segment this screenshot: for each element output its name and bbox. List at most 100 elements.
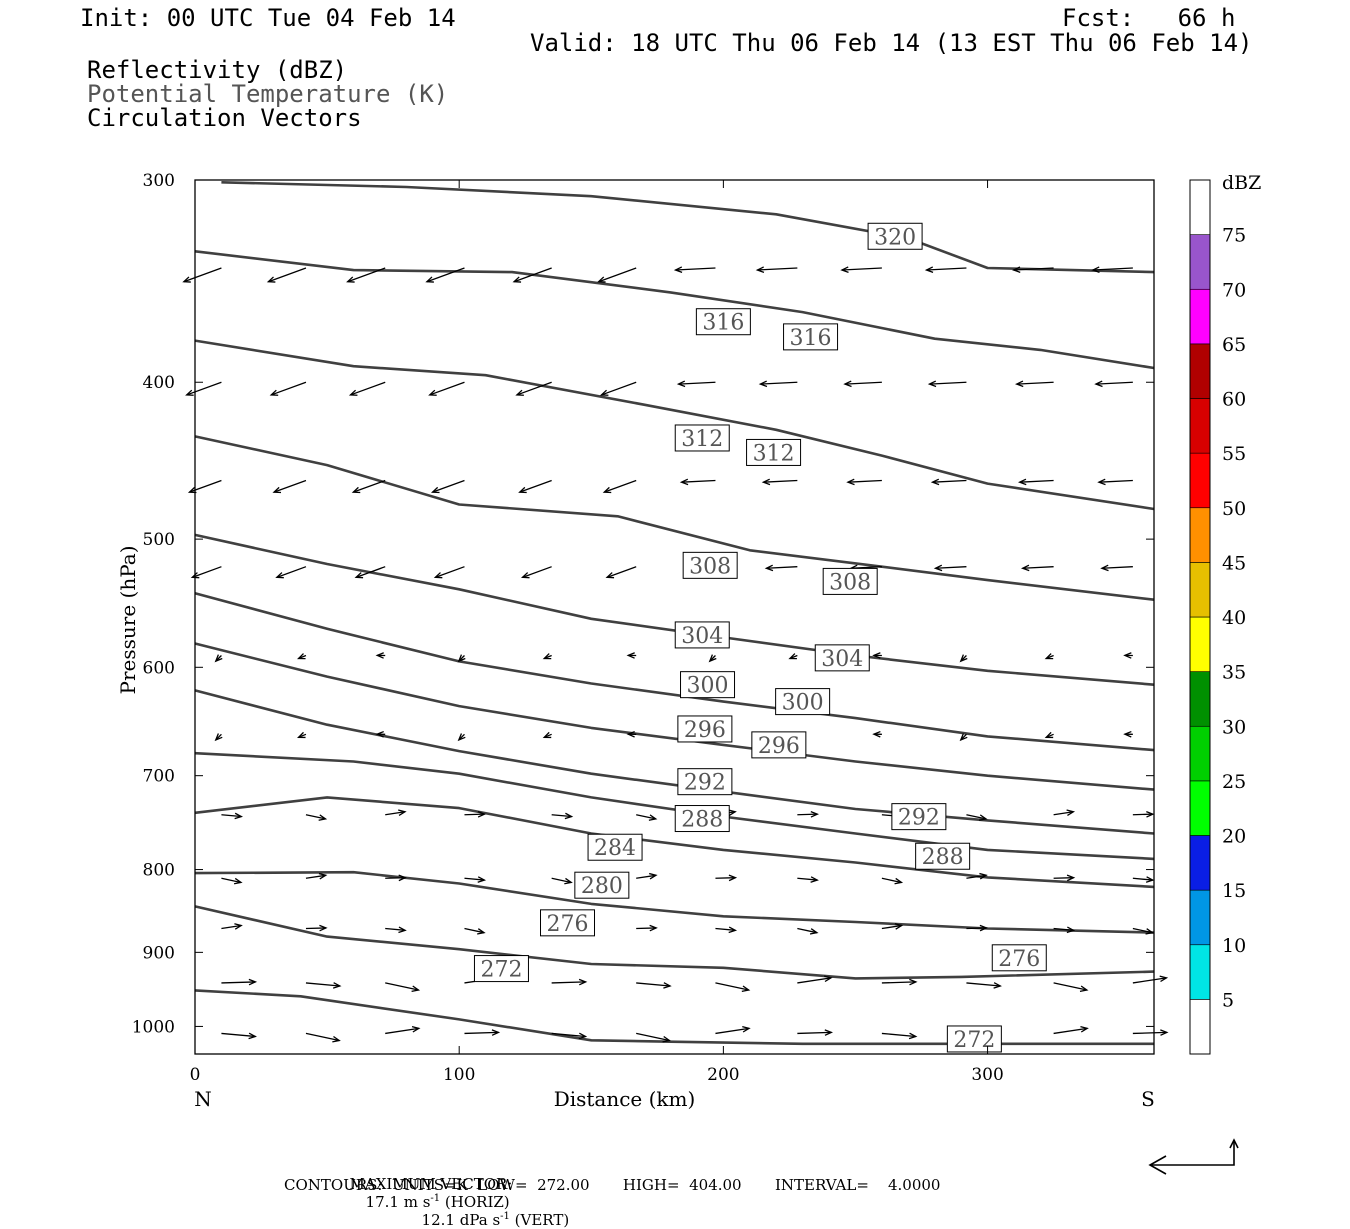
colorbar-swatch xyxy=(1190,781,1210,836)
contour-label-308: 308 xyxy=(823,568,877,595)
contour-labels: 3203163163123123083083043043003002962962… xyxy=(474,223,1046,1053)
contour-label-text: 312 xyxy=(753,441,795,466)
contour-label-272: 272 xyxy=(474,956,528,983)
circulation-vector xyxy=(1023,567,1054,569)
colorbar-label: 5 xyxy=(1222,989,1234,1011)
circulation-vector xyxy=(601,382,636,395)
contour-label-text: 300 xyxy=(782,691,824,716)
north-label: N xyxy=(194,1087,212,1111)
theta-contour-272 xyxy=(195,990,1154,1043)
circulation-vector xyxy=(604,481,636,493)
x-axis-label: Distance (km) xyxy=(554,1087,696,1111)
circulation-vector xyxy=(1020,481,1054,483)
circulation-vector xyxy=(520,481,552,493)
y-tick-label: 800 xyxy=(143,861,175,881)
circulation-vector xyxy=(926,268,966,270)
circulation-vector xyxy=(766,567,797,569)
theta-contour-304 xyxy=(195,535,1154,685)
y-tick-label: 500 xyxy=(143,530,175,550)
circulation-vector xyxy=(599,268,637,282)
colorbar-label: 35 xyxy=(1222,662,1246,684)
contour-label-284: 284 xyxy=(588,834,642,861)
circulation-vector xyxy=(1017,382,1054,384)
circulation-vector xyxy=(350,382,385,395)
theta-contours xyxy=(195,182,1154,1044)
colorbar-label: 15 xyxy=(1222,880,1246,902)
x-tick-label: 300 xyxy=(971,1065,1003,1085)
colorbar-label: 75 xyxy=(1222,225,1246,247)
colorbar-label: 45 xyxy=(1222,552,1246,574)
contour-label-288: 288 xyxy=(675,806,729,833)
plot-frame xyxy=(195,180,1154,1054)
circulation-vector xyxy=(435,567,464,578)
colorbar-swatch xyxy=(1190,836,1210,891)
y-tick-label: 1000 xyxy=(132,1017,175,1037)
circulation-vector xyxy=(274,481,306,493)
x-tick-label: 0 xyxy=(190,1065,201,1085)
contour-label-text: 304 xyxy=(681,624,723,649)
contour-label-304: 304 xyxy=(815,645,869,672)
colorbar-swatch xyxy=(1190,235,1210,290)
circulation-vector xyxy=(1099,481,1133,483)
theta-contour-312 xyxy=(195,341,1154,509)
contour-label-text: 280 xyxy=(581,874,623,899)
circulation-vector xyxy=(356,567,385,578)
colorbar-label: 40 xyxy=(1222,607,1246,629)
colorbar-swatch xyxy=(1190,289,1210,344)
colorbar-unit: dBZ xyxy=(1222,172,1261,194)
y-tick-label: 300 xyxy=(143,171,175,191)
circulation-vector xyxy=(552,982,586,983)
contour-label-312: 312 xyxy=(747,439,801,466)
contour-label-text: 276 xyxy=(547,912,589,937)
contour-label-text: 312 xyxy=(681,427,723,452)
colorbar-swatch xyxy=(1190,180,1210,235)
colorbar-label: 20 xyxy=(1222,826,1246,848)
contour-label-text: 308 xyxy=(829,570,871,595)
colorbar-label: 55 xyxy=(1222,443,1246,465)
contour-label-text: 288 xyxy=(922,845,964,870)
theta-contour-296 xyxy=(195,644,1154,790)
circulation-vector xyxy=(192,567,221,578)
circulation-vector xyxy=(1093,268,1133,270)
circulation-vector xyxy=(353,481,385,493)
circulation-vector xyxy=(675,268,715,270)
contour-label-text: 276 xyxy=(998,947,1040,972)
colorbar-swatch xyxy=(1190,945,1210,1000)
circulation-vector xyxy=(189,481,221,493)
colorbar-label: 25 xyxy=(1222,771,1246,793)
contour-label-text: 300 xyxy=(687,674,729,699)
contour-label-288: 288 xyxy=(916,843,970,870)
y-tick-label: 900 xyxy=(143,943,175,963)
contour-label-296: 296 xyxy=(752,732,806,759)
circulation-vector xyxy=(268,268,306,282)
circulation-vector xyxy=(464,814,484,815)
circulation-vector xyxy=(184,268,222,282)
colorbar-swatch xyxy=(1190,399,1210,454)
colorbar-swatch xyxy=(1190,562,1210,617)
theta-contour-280 xyxy=(195,872,1154,932)
circulation-vector xyxy=(433,481,465,493)
x-tick-label: 200 xyxy=(707,1065,739,1085)
colorbar-swatch xyxy=(1190,453,1210,508)
theta-contour-308 xyxy=(195,436,1154,599)
circulation-vector xyxy=(935,567,966,569)
circulation-vector xyxy=(1054,878,1074,879)
contour-label-text: 288 xyxy=(681,808,723,833)
circulation-vectors xyxy=(184,267,1167,1042)
reference-vector-icon xyxy=(1150,1140,1238,1174)
max-vector-horiz: 17.1 m s-1 (HORIZ) xyxy=(366,1193,510,1211)
contour-label-320: 320 xyxy=(868,223,922,250)
circulation-vector xyxy=(385,878,405,879)
colorbar-swatch xyxy=(1190,344,1210,399)
contour-label-276: 276 xyxy=(992,945,1046,972)
colorbar-swatch xyxy=(1190,508,1210,563)
circulation-vector xyxy=(929,382,966,384)
contour-label-text: 272 xyxy=(480,958,522,983)
circulation-vector xyxy=(845,382,882,384)
colorbar-swatch xyxy=(1190,617,1210,672)
colorbar-swatch xyxy=(1190,672,1210,727)
circulation-vector xyxy=(681,481,715,483)
contour-label-292: 292 xyxy=(892,804,946,831)
circulation-vector xyxy=(763,481,797,483)
colorbar-label: 10 xyxy=(1222,935,1246,957)
